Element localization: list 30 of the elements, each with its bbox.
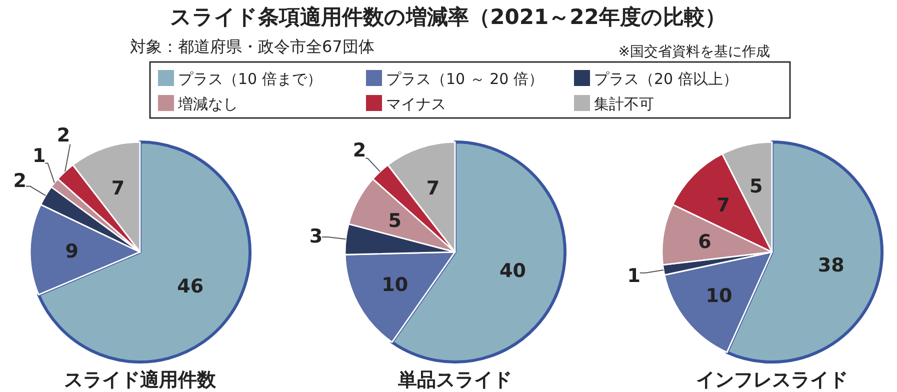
data-label: 2: [56, 124, 70, 147]
legend-label: マイナス: [386, 95, 446, 113]
legend-label: プラス（20 倍以上）: [594, 70, 738, 88]
data-label: 46: [177, 275, 204, 298]
data-label: 9: [65, 240, 78, 262]
data-label: 2: [352, 140, 366, 162]
legend-label: プラス（10 倍まで）: [178, 70, 322, 88]
text: インフレスライド: [696, 369, 848, 391]
data-label: 2: [13, 170, 26, 192]
text: ※国交省資料を基に作成: [618, 44, 770, 60]
data-label: 40: [499, 260, 526, 282]
data-label: 1: [627, 264, 640, 287]
data-label: 10: [382, 274, 408, 296]
data-label: 7: [426, 177, 440, 200]
data-label: 1: [32, 144, 46, 167]
data-label: 38: [818, 254, 844, 277]
text: スライド条項適用件数の増減率（2021～22年度の比較）: [170, 5, 726, 29]
data-label: 6: [698, 230, 712, 253]
data-label: 10: [706, 284, 732, 307]
legend-label: プラス（10 ～ 20 倍）: [386, 70, 544, 88]
legend-label: 集計不可: [594, 95, 654, 113]
data-label: 7: [716, 194, 730, 216]
text: スライド適用件数: [64, 369, 217, 391]
text: 単品スライド: [397, 369, 512, 391]
data-label: 5: [750, 176, 763, 198]
data-label: 3: [309, 226, 323, 248]
data-label: 7: [111, 177, 125, 200]
data-label: 5: [388, 210, 402, 232]
legend-label: 増減なし: [177, 95, 238, 113]
text: 対象：都道府県・政令市全67団体: [130, 37, 374, 56]
